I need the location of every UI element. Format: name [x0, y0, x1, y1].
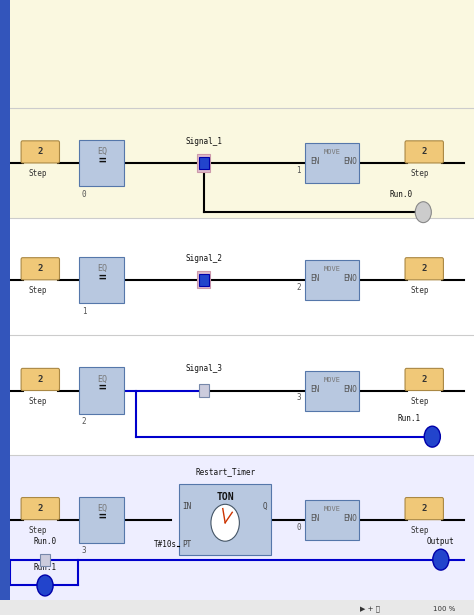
Circle shape: [433, 549, 449, 570]
FancyBboxPatch shape: [79, 257, 124, 303]
Text: 2: 2: [82, 417, 86, 426]
Text: 0: 0: [82, 189, 86, 199]
Text: =: =: [98, 381, 106, 394]
FancyBboxPatch shape: [79, 367, 124, 413]
Text: 2: 2: [37, 148, 43, 156]
Bar: [0, 455, 474, 601]
Bar: [0, 601, 474, 615]
Text: EN: EN: [310, 274, 320, 283]
FancyBboxPatch shape: [21, 258, 60, 280]
FancyBboxPatch shape: [405, 258, 444, 280]
Bar: [0, 0, 474, 108]
FancyBboxPatch shape: [79, 497, 124, 542]
Text: Run.1: Run.1: [34, 563, 56, 572]
Text: 1: 1: [296, 166, 301, 175]
Bar: [197, 271, 210, 288]
Text: EQ: EQ: [97, 264, 107, 273]
FancyBboxPatch shape: [304, 370, 359, 411]
Text: Signal_2: Signal_2: [185, 253, 222, 263]
FancyBboxPatch shape: [405, 141, 444, 163]
Bar: [0, 108, 474, 218]
Circle shape: [415, 202, 431, 223]
Bar: [0, 455, 474, 601]
Text: 2: 2: [421, 148, 427, 156]
Text: Step: Step: [411, 286, 429, 295]
Text: 1: 1: [82, 306, 86, 315]
Text: 2: 2: [37, 375, 43, 384]
Text: 2: 2: [37, 264, 43, 273]
Text: EN: EN: [310, 385, 320, 394]
FancyBboxPatch shape: [21, 141, 60, 163]
Text: Run.1: Run.1: [398, 414, 421, 423]
Text: =: =: [98, 153, 106, 167]
Bar: [0, 600, 474, 615]
Text: =: =: [98, 510, 106, 523]
Text: Step: Step: [411, 526, 429, 535]
Text: ▶ + 🔍: ▶ + 🔍: [360, 606, 380, 612]
Text: 2: 2: [37, 504, 43, 513]
Circle shape: [37, 575, 53, 596]
Text: T#10s: T#10s: [154, 540, 176, 549]
FancyBboxPatch shape: [21, 498, 60, 520]
Bar: [199, 157, 209, 169]
Text: Restart_Timer: Restart_Timer: [195, 467, 255, 476]
Text: EN: EN: [310, 157, 320, 166]
Text: Run.0: Run.0: [34, 537, 56, 546]
Circle shape: [424, 426, 440, 447]
Text: Q: Q: [263, 502, 267, 510]
Bar: [197, 154, 210, 172]
FancyBboxPatch shape: [79, 140, 124, 186]
Circle shape: [211, 504, 239, 541]
Bar: [40, 554, 50, 566]
Bar: [199, 384, 209, 397]
Text: Run.0: Run.0: [389, 189, 412, 199]
Text: MOVE: MOVE: [323, 149, 340, 155]
Text: EQ: EQ: [97, 148, 107, 156]
Text: 2: 2: [421, 504, 427, 513]
Text: =: =: [98, 270, 106, 284]
Text: ENO: ENO: [343, 157, 357, 166]
FancyBboxPatch shape: [405, 368, 444, 391]
Text: TON: TON: [216, 492, 234, 502]
Text: ENO: ENO: [343, 274, 357, 283]
Text: Step: Step: [411, 397, 429, 406]
Text: Signal_3: Signal_3: [185, 364, 222, 373]
Text: Step: Step: [28, 169, 47, 178]
Text: 100 %: 100 %: [433, 606, 455, 612]
FancyBboxPatch shape: [179, 485, 271, 555]
Text: Step: Step: [28, 397, 47, 406]
FancyBboxPatch shape: [304, 499, 359, 540]
Text: EN: EN: [310, 514, 320, 523]
Text: Signal_1: Signal_1: [185, 137, 222, 146]
Text: 2: 2: [296, 283, 301, 292]
Text: MOVE: MOVE: [323, 376, 340, 383]
Text: Step: Step: [28, 286, 47, 295]
Text: EQ: EQ: [97, 504, 107, 513]
FancyBboxPatch shape: [304, 143, 359, 183]
Text: Step: Step: [28, 526, 47, 535]
Bar: [0, 0, 10, 615]
Text: ENO: ENO: [343, 514, 357, 523]
FancyBboxPatch shape: [21, 368, 60, 391]
Text: 2: 2: [421, 264, 427, 273]
Bar: [199, 274, 209, 286]
Text: IN: IN: [182, 502, 192, 510]
Text: 2: 2: [421, 375, 427, 384]
Text: 0: 0: [296, 523, 301, 531]
Text: PT: PT: [182, 540, 192, 549]
Text: ENO: ENO: [343, 385, 357, 394]
Text: 3: 3: [82, 547, 86, 555]
Text: Output: Output: [427, 537, 455, 546]
FancyBboxPatch shape: [304, 260, 359, 300]
Bar: [0, 335, 474, 455]
Text: 3: 3: [296, 394, 301, 402]
Text: MOVE: MOVE: [323, 266, 340, 272]
FancyBboxPatch shape: [405, 498, 444, 520]
Text: EQ: EQ: [97, 375, 107, 384]
Bar: [0, 218, 474, 335]
Text: MOVE: MOVE: [323, 506, 340, 512]
Text: Step: Step: [411, 169, 429, 178]
